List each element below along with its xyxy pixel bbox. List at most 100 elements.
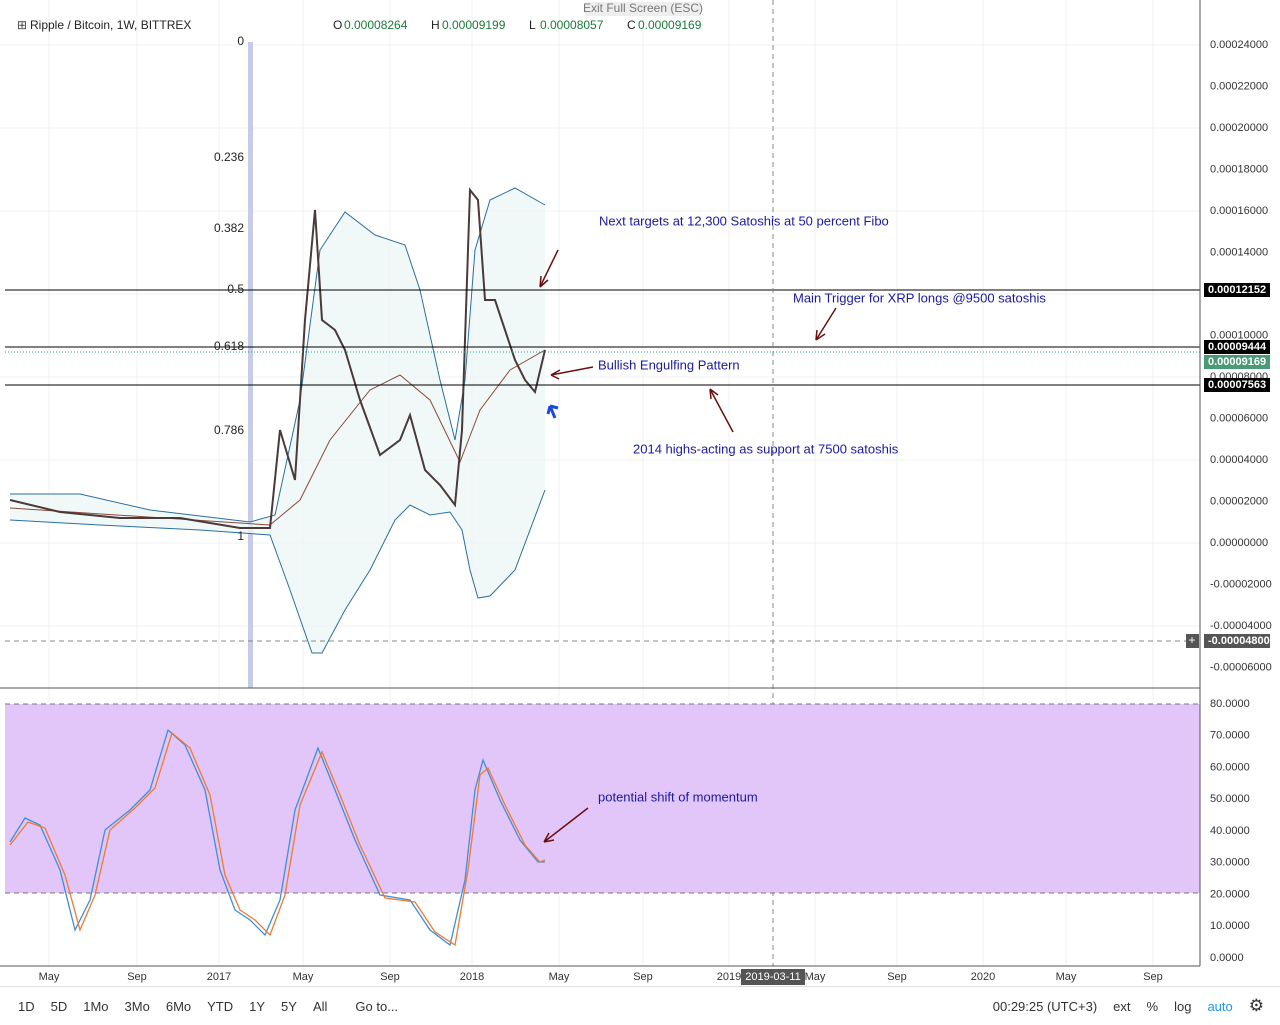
symbol[interactable]: Ripple / Bitcoin, 1W, BITTREX [30, 18, 191, 32]
symbol-icon[interactable]: ⊞ [17, 18, 27, 32]
time-tick: Sep [127, 971, 147, 983]
price-badge-label: 0.00007563 [1208, 379, 1266, 391]
price-tick: 0.00018000 [1210, 163, 1268, 175]
exit-box[interactable] [585, 2, 701, 16]
range-button[interactable]: 3Mo [124, 998, 150, 1014]
price-tick: 0.00000000 [1210, 537, 1268, 549]
stoch-band [5, 704, 1200, 893]
fib-label: 1 [237, 529, 244, 543]
time-tick: May [39, 971, 60, 983]
stoch-tick: 0.0000 [1210, 952, 1244, 964]
stoch-tick: 50.0000 [1210, 793, 1250, 805]
price-tick: -0.00006000 [1210, 661, 1272, 673]
ohlc-key: H [431, 18, 440, 32]
price-badge [1204, 283, 1270, 297]
price-badge-label: 0.00009444 [1208, 341, 1267, 353]
option-button[interactable]: log [1174, 998, 1192, 1014]
time-cursor: 2019-03-11 [745, 971, 800, 983]
time-tick: May [805, 971, 826, 983]
price-tick: 0.00002000 [1210, 495, 1268, 507]
bollinger-middle [9, 349, 546, 526]
fib-label: 0.382 [214, 221, 244, 235]
bollinger-upper [10, 187, 546, 523]
price-badge-label: 0.00012152 [1208, 284, 1266, 296]
exit-fullscreen[interactable]: Exit Full Screen (ESC) [583, 1, 703, 15]
range-button[interactable]: YTD [207, 998, 234, 1014]
price-tick: -0.00004000 [1210, 620, 1272, 632]
price-path [9, 187, 546, 529]
stoch-tick: 70.0000 [1210, 730, 1250, 742]
stoch-tick: 20.0000 [1210, 888, 1250, 900]
ohlc: O 0.00008264 H 0.00009199 L 0.00008057 C 0.0000… [333, 18, 702, 32]
cursor-plus [1186, 634, 1199, 648]
time-tick: 2020 [971, 971, 995, 983]
ohlc-value: 0.00008264 [344, 18, 408, 32]
price-tick: 0.00014000 [1210, 246, 1268, 258]
settings-icon[interactable]: ⚙ [1248, 996, 1264, 1015]
price-badge-label: -0.00004800 [1208, 635, 1270, 647]
annotation: Bullish Engulfing Pattern [598, 357, 740, 372]
ohlc-value: 0.00009169 [638, 18, 702, 32]
time-tick: 2017 [207, 971, 231, 983]
time-tick: Sep [380, 971, 400, 983]
time-tick: 2018 [460, 971, 484, 983]
ohlc-value: 0.00009199 [442, 18, 506, 32]
option-button[interactable]: auto [1207, 998, 1233, 1014]
clock: 00:29:25 (UTC+3) [992, 998, 1098, 1014]
annotation: potential shift of momentum [598, 789, 758, 804]
arrows [539, 249, 837, 843]
option-button[interactable]: ext [1113, 998, 1131, 1014]
price-badge-label: 0.00009169 [1208, 356, 1266, 368]
range-button[interactable]: 5D [50, 998, 68, 1014]
price-tick: 0.00022000 [1210, 80, 1268, 92]
stoch-d [9, 731, 546, 947]
stoch-k [9, 728, 545, 947]
bottom-toolbar: 1D 5D 1Mo 3Mo 6Mo YTD 1Y 5Y All Go to... 00:29:25 … [0, 986, 1280, 1025]
stoch-tick: 30.0000 [1210, 857, 1250, 869]
goto-button[interactable]: Go to... [355, 998, 399, 1014]
fib-label: 0.236 [214, 150, 244, 164]
range-button[interactable]: 1D [18, 998, 35, 1014]
option-button[interactable]: % [1146, 998, 1159, 1014]
time-tick: May [293, 971, 314, 983]
chart: ⊞ Ripple / Bitcoin, 1W, BITTREX O 0.00008… [0, 0, 1272, 985]
fib-label: 0 [237, 34, 244, 48]
price-tick: 0.00006000 [1210, 412, 1268, 424]
ohlc-key: L [529, 18, 536, 32]
range-button[interactable]: 1Y [249, 998, 266, 1014]
time-cursor-box [741, 969, 805, 985]
price-tick: 0.00024000 [1210, 39, 1268, 51]
time-tick: Sep [1143, 971, 1163, 983]
price-tick: 0.00004000 [1210, 454, 1268, 466]
range-button[interactable]: 5Y [281, 998, 297, 1014]
fib-anchor [248, 42, 253, 688]
price-tick: -0.00002000 [1210, 578, 1272, 590]
fib-label: 0.618 [214, 339, 244, 353]
price-tick: 0.00010000 [1210, 329, 1268, 341]
price-tick: 0.00016000 [1210, 205, 1268, 217]
price-badge [1204, 378, 1270, 392]
stoch-tick: 40.0000 [1210, 825, 1250, 837]
time-tick: 2019 [717, 971, 741, 983]
time-tick: Sep [633, 971, 653, 983]
stoch-tick: 60.0000 [1210, 761, 1250, 773]
bollinger-fill [10, 188, 545, 653]
range-button[interactable]: 6Mo [165, 998, 192, 1014]
price-badge [1204, 355, 1270, 369]
price-tick: 0.00020000 [1210, 122, 1268, 134]
time-tick: May [1056, 971, 1077, 983]
stoch-tick: 80.0000 [1210, 698, 1250, 710]
annotation: Main Trigger for XRP longs @9500 satoshi… [793, 290, 1046, 305]
range-button[interactable]: All [312, 998, 328, 1014]
time-tick: May [549, 971, 570, 983]
fib-label: 0.786 [214, 423, 244, 437]
stoch-tick: 10.0000 [1210, 920, 1250, 932]
annotation: 2014 highs-acting as support at 7500 sat… [633, 441, 899, 456]
annotation: Next targets at 12,300 Satoshis at 50 pe… [599, 213, 889, 228]
price-badge [1204, 340, 1270, 354]
price-badge [1204, 634, 1270, 648]
ohlc-key: O [333, 18, 342, 32]
range-button[interactable]: 1Mo [83, 998, 109, 1014]
fib-label: 0.5 [227, 282, 244, 296]
